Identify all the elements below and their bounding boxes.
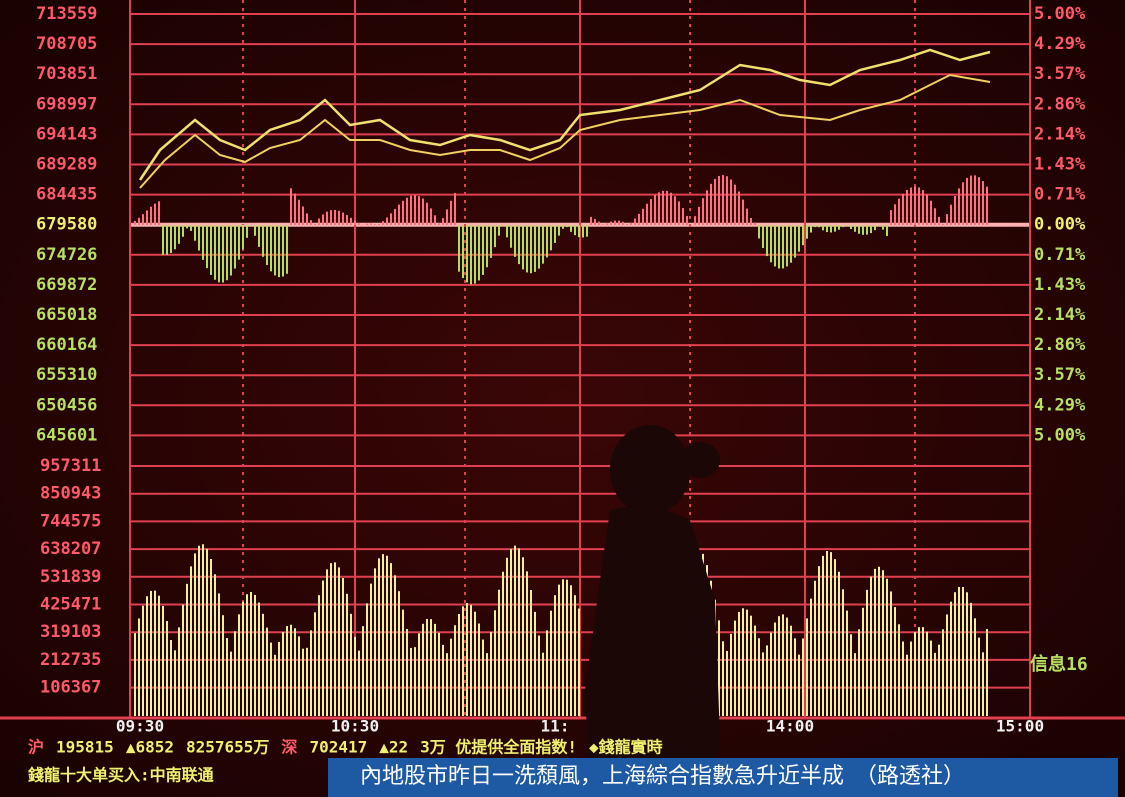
index-line xyxy=(138,48,991,181)
percent-label: 2.14% xyxy=(1034,305,1086,325)
price-label: 660164 xyxy=(36,335,97,355)
time-label: 09:30 xyxy=(116,717,164,736)
price-label: 655310 xyxy=(36,365,97,385)
ticker-item: 3万 优提供全面指数! xyxy=(420,738,577,757)
volume-label: 850943 xyxy=(40,484,101,504)
ticker-item: 195815 xyxy=(56,738,114,757)
price-label: 674726 xyxy=(36,245,97,265)
volume-bars xyxy=(134,175,988,716)
volume-label: 638207 xyxy=(40,539,101,559)
time-label: 15:00 xyxy=(996,717,1044,736)
price-label: 698997 xyxy=(36,94,97,114)
price-label: 645601 xyxy=(36,425,97,445)
ticker-item: 沪 xyxy=(28,738,44,757)
price-label: 703851 xyxy=(36,64,97,84)
percent-label: 0.71% xyxy=(1034,245,1086,265)
ticker-item: 702417 xyxy=(309,738,367,757)
price-label: 684435 xyxy=(36,185,97,205)
percent-label: 4.29% xyxy=(1034,34,1086,54)
ticker-item: ▲22 xyxy=(379,738,408,757)
percent-label: 2.14% xyxy=(1034,124,1086,144)
percent-label: 4.29% xyxy=(1034,395,1086,415)
price-label: 665018 xyxy=(36,305,97,325)
time-label: 10:30 xyxy=(331,717,379,736)
ticker-line: 錢龍十大单买入:中南联通 xyxy=(28,766,214,785)
volume-label: 425471 xyxy=(40,595,101,615)
volume-label: 212735 xyxy=(40,650,101,670)
percent-label: 1.43% xyxy=(1034,275,1086,295)
ticker-item: 8257655万 xyxy=(186,738,269,757)
percent-label: 1.43% xyxy=(1034,155,1086,175)
person-silhouette xyxy=(585,425,720,797)
time-label: 11: xyxy=(541,717,570,736)
price-label: 689289 xyxy=(36,155,97,175)
volume-label: 744575 xyxy=(40,511,101,531)
percent-label: 3.57% xyxy=(1034,365,1086,385)
volume-label: 106367 xyxy=(40,678,101,698)
percent-label: 5.00% xyxy=(1034,4,1086,24)
price-label: 650456 xyxy=(36,395,97,415)
percent-label: 0.71% xyxy=(1034,185,1086,205)
percent-label: 0.00% xyxy=(1034,215,1086,235)
caption-box xyxy=(328,758,1118,797)
time-label: 14:00 xyxy=(766,717,814,736)
price-label: 694143 xyxy=(36,124,97,144)
volume-label: 319103 xyxy=(40,622,101,642)
price-label: 713559 xyxy=(36,4,97,24)
percent-label: 3.57% xyxy=(1034,64,1086,84)
percent-label: 2.86% xyxy=(1034,94,1086,114)
percent-label: 2.86% xyxy=(1034,335,1086,355)
price-label: 679580 xyxy=(36,215,97,235)
volume-label: 957311 xyxy=(40,456,101,476)
side-label: 信息16 xyxy=(1030,653,1088,675)
volume-label: 531839 xyxy=(40,567,101,587)
price-label: 669872 xyxy=(36,275,97,295)
caption: 內地股市昨日一洗頹風，上海綜合指數急升近半成 （路透社） xyxy=(360,764,965,789)
price-label: 708705 xyxy=(36,34,97,54)
ticker-item: ◆錢龍實時 xyxy=(589,738,663,757)
ticker-item: 深 xyxy=(281,738,297,757)
percent-label: 5.00% xyxy=(1034,425,1086,445)
index-line xyxy=(139,73,991,189)
ticker-item: ▲6852 xyxy=(126,738,174,757)
